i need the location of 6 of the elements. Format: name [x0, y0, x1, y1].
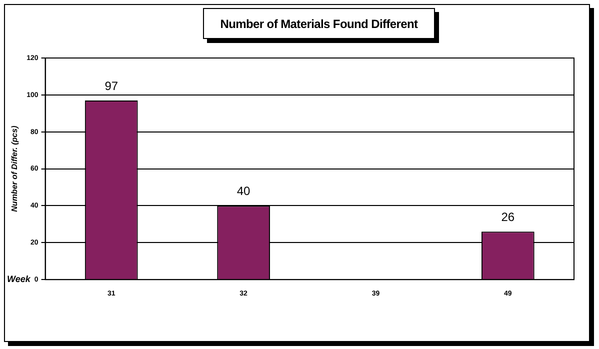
- x-axis-title: Week: [7, 274, 32, 284]
- data-label: 40: [236, 184, 251, 198]
- data-label: 97: [104, 78, 118, 93]
- data-label: 26: [501, 210, 515, 224]
- y-axis-title: Number of Differ. (pcs): [10, 125, 20, 212]
- chart-title: Number of Materials Found Different: [220, 16, 418, 30]
